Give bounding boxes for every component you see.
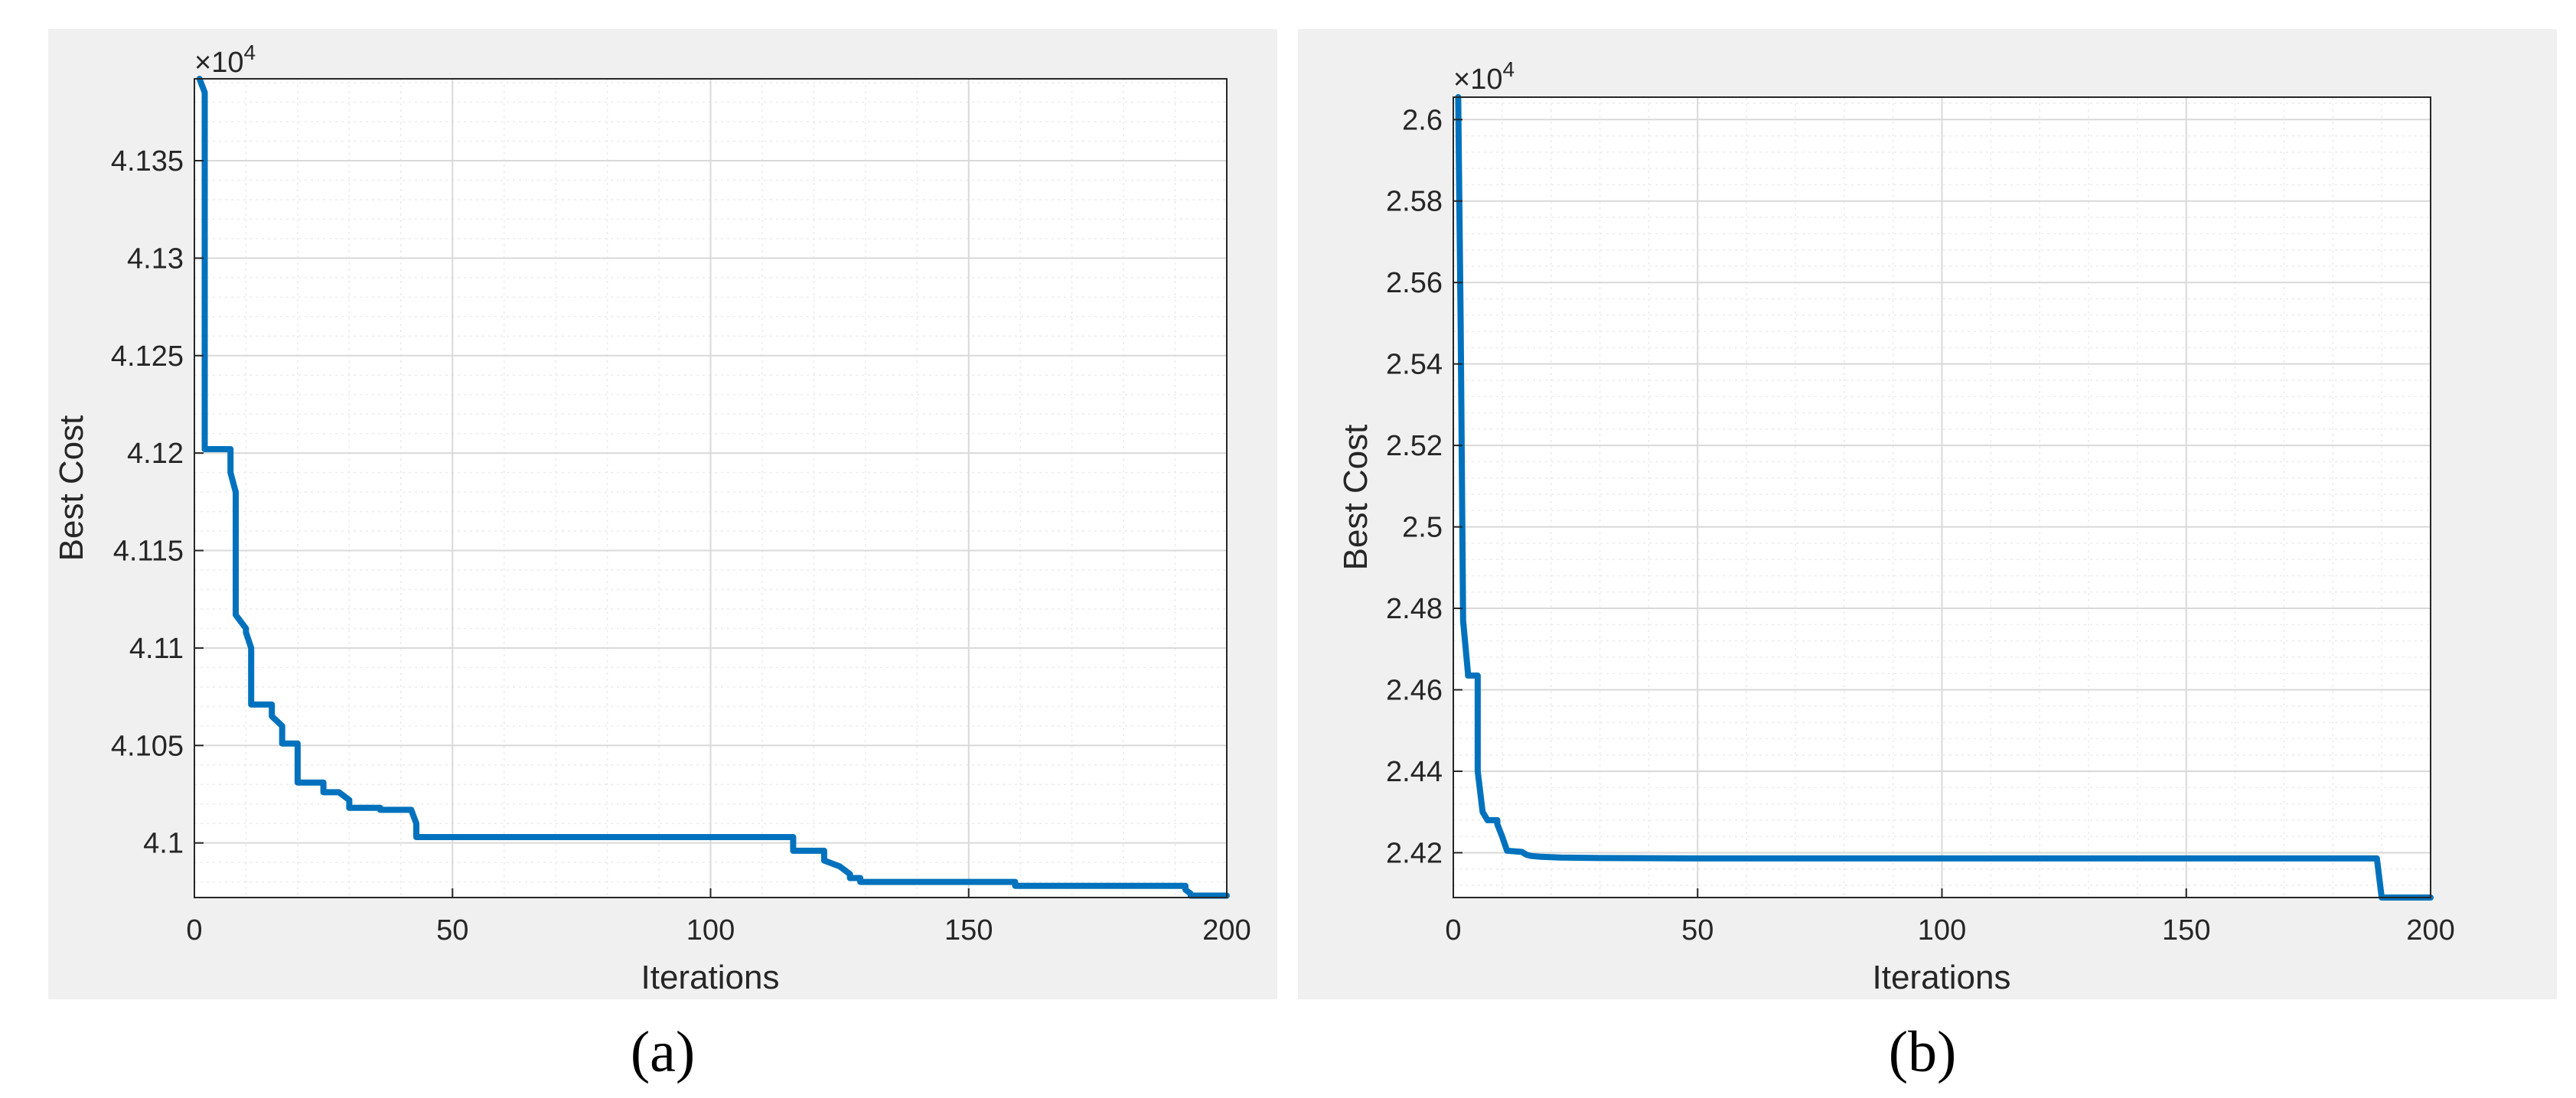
series-line [1455,94,2434,901]
y-tick-label: 4.105 [111,730,184,762]
data-line-layer [196,76,1230,899]
x-tick-label: 50 [436,914,468,946]
x-tick-label: 0 [186,914,202,946]
y-tick-label: 2.6 [1402,104,1443,136]
y-tick-label: 2.52 [1386,430,1443,462]
x-tick-label: 0 [1445,914,1461,946]
y-tick-label: 4.13 [127,243,184,275]
y-tick-label: 4.115 [113,536,184,568]
data-line-layer [1455,94,2434,901]
chart-panel-b: 0 50 100 150 200 2.42 2.44 2.46 2.48 2.5 2.52 2.54 2… [1298,29,2557,1084]
y-tick-label: 4.12 [127,438,184,470]
x-tick-label: 100 [1918,914,1966,946]
x-tick-label: 200 [1202,914,1251,946]
x-tick-label: 200 [2406,914,2454,946]
x-tick-label: 150 [944,914,993,946]
grid [194,79,1228,898]
tick-layer: 0 50 100 150 200 2.42 2.44 2.46 2.48 2.5 2.52 2.54 2… [1386,104,2455,946]
y-exponent-label: ×104 [194,41,256,79]
x-tick-label: 50 [1681,914,1714,946]
chart-panel-a: 0 50 100 150 200 4.1 4.105 4.11 4.115 4.12 4.125 4.… [48,29,1277,1084]
y-axis-label: Best Cost [53,415,90,562]
y-tick-label: 4.1 [143,828,184,860]
y-tick-label: 2.5 [1402,512,1443,544]
x-tick-label: 150 [2162,914,2210,946]
series-line [196,76,1230,899]
y-tick-label: 2.56 [1386,267,1443,299]
panel-caption-b: (b) [1889,1020,1957,1084]
y-tick-label: 4.11 [129,633,184,665]
panel-caption-a: (a) [631,1020,695,1084]
y-tick-label: 2.46 [1386,675,1443,707]
y-exponent-label: ×104 [1453,57,1515,96]
y-tick-label: 4.125 [111,340,184,373]
tick-layer: 0 50 100 150 200 4.1 4.105 4.11 4.115 4.12 4.125 4.… [111,145,1251,946]
y-tick-label: 2.42 [1386,837,1443,869]
y-tick-label: 2.44 [1386,756,1443,788]
x-tick-label: 100 [686,914,735,946]
x-axis-label: Iterations [641,959,780,996]
y-tick-label: 2.48 [1386,593,1443,625]
x-axis-label: Iterations [1873,959,2011,996]
y-tick-label: 4.135 [111,145,184,178]
y-tick-label: 2.58 [1386,186,1443,218]
y-tick-label: 2.54 [1386,349,1443,381]
grid [1453,97,2431,898]
y-axis-label: Best Cost [1337,425,1374,571]
